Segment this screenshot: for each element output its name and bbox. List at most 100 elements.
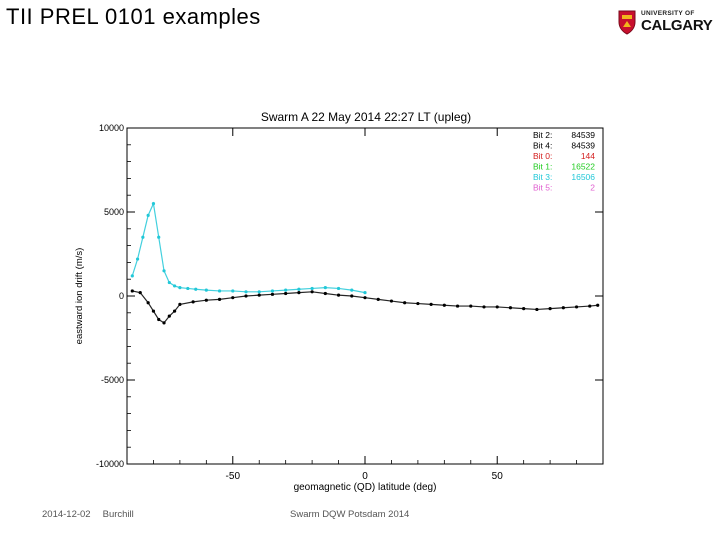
data-point: [173, 309, 177, 313]
data-point: [350, 288, 354, 292]
data-point: [284, 288, 288, 292]
logo-text-line1: UNIVERSITY OF: [641, 10, 695, 17]
data-point: [244, 294, 248, 298]
data-point: [194, 287, 198, 291]
data-point: [508, 306, 513, 310]
x-tick-label: 50: [492, 471, 504, 482]
data-point: [596, 303, 600, 307]
y-tick-label: -10000: [96, 459, 124, 469]
data-point: [442, 303, 446, 307]
data-point: [151, 309, 156, 313]
data-point: [178, 302, 182, 306]
legend-value: 16506: [571, 172, 595, 182]
data-point: [495, 305, 499, 309]
legend-value: 84539: [571, 141, 595, 151]
data-point: [217, 297, 222, 301]
legend-label: Bit 1:: [533, 162, 552, 172]
x-axis-label: geomagnetic (QD) latitude (deg): [294, 482, 437, 493]
university-logo: UNIVERSITY OF CALGARY: [617, 8, 713, 38]
data-point: [138, 291, 142, 295]
data-point: [270, 289, 275, 293]
data-marks: [130, 201, 600, 325]
data-point: [162, 269, 166, 273]
data-point: [130, 274, 134, 278]
y-tick-label: 5000: [104, 207, 124, 217]
data-point: [376, 297, 380, 301]
legend-label: Bit 3:: [533, 172, 552, 182]
legend-label: Bit 5:: [533, 183, 552, 193]
data-point: [455, 304, 460, 308]
plot-frame: [126, 127, 604, 465]
data-point: [336, 293, 341, 297]
series-line-0: [132, 290, 598, 324]
x-tick-label: 0: [362, 471, 368, 482]
data-point: [231, 289, 235, 293]
crest-icon: [618, 10, 636, 35]
legend-value: 2: [590, 183, 595, 193]
data-point: [244, 290, 248, 294]
legend-label: Bit 0:: [533, 151, 552, 161]
legend-value: 84539: [571, 130, 595, 140]
data-point: [257, 290, 261, 294]
series-line-1: [131, 201, 366, 294]
data-point: [157, 317, 161, 322]
data-point: [403, 301, 407, 305]
data-point: [186, 286, 190, 291]
data-point: [297, 287, 301, 291]
legend-label: Bit 2:: [533, 130, 552, 140]
data-point: [323, 286, 327, 290]
y-tick-label: -5000: [101, 375, 124, 385]
data-point: [284, 291, 288, 296]
data-point: [416, 301, 420, 306]
data-point: [167, 280, 171, 285]
data-point: [561, 306, 565, 310]
data-point: [146, 301, 150, 305]
data-point: [217, 289, 222, 293]
data-point: [270, 292, 275, 296]
y-tick-label: 10000: [99, 123, 124, 133]
data-point: [350, 294, 354, 298]
data-point: [157, 235, 161, 239]
data-point: [535, 307, 539, 312]
data-point: [548, 307, 552, 311]
data-point: [336, 286, 341, 291]
legend: Bit 2: 84539 Bit 4: 84539 Bit 0: 144 Bit 1: 165…: [533, 130, 595, 193]
data-point: [204, 288, 208, 292]
data-point: [178, 286, 182, 290]
data-point: [231, 296, 235, 300]
legend-value: 144: [581, 151, 595, 161]
data-point: [162, 321, 166, 325]
data-point: [310, 286, 314, 291]
footer-left: 2014-12-02 Burchill: [42, 509, 134, 520]
data-point: [469, 304, 473, 308]
data-point: [167, 314, 171, 318]
x-tick-label: -50: [226, 471, 241, 482]
data-point: [389, 299, 394, 303]
data-point: [191, 300, 195, 304]
data-point: [151, 202, 156, 206]
data-point: [135, 257, 140, 261]
data-point: [204, 298, 208, 302]
data-point: [588, 304, 592, 308]
data-point: [257, 293, 261, 297]
data-point: [482, 305, 486, 309]
y-tick-label: 0: [119, 291, 124, 301]
logo-text-line2: CALGARY: [641, 17, 713, 34]
data-point: [173, 284, 177, 288]
data-point: [363, 296, 367, 300]
slide-title: TII PREL 0101 examples: [6, 4, 261, 29]
data-point: [429, 302, 433, 306]
axis-ticks: -50 0 50 10000 5000 0 -5000 -10000: [96, 123, 603, 482]
legend-value: 16522: [571, 162, 595, 172]
chart-title: Swarm A 22 May 2014 22:27 LT (upleg): [261, 110, 471, 124]
data-point: [363, 291, 367, 295]
data-point: [323, 291, 327, 296]
y-axis-label: eastward ion drift (m/s): [74, 248, 85, 345]
data-point: [310, 290, 314, 294]
legend-label: Bit 4:: [533, 141, 552, 151]
data-point: [297, 291, 301, 295]
data-point: [141, 235, 145, 239]
data-point: [522, 307, 526, 311]
footer-event: Swarm DQW Potsdam 2014: [290, 509, 410, 520]
